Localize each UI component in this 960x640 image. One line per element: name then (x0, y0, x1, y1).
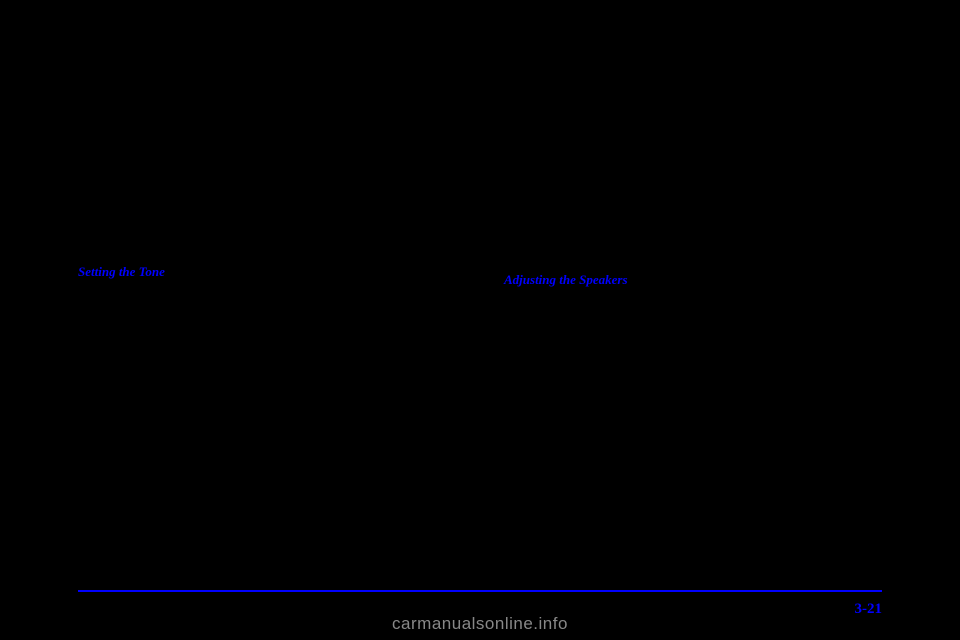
section-heading: Adjusting the Speakers (504, 271, 882, 290)
body-paragraph: To set all tone and speaker controls to … (504, 42, 882, 112)
watermark-text: carmanualsonline.info (0, 614, 960, 634)
body-paragraph: AUDIO: Press and release this button unt… (78, 290, 456, 342)
body-paragraph: RCL: Press this button to switch the dis… (78, 156, 456, 191)
body-paragraph: For RDS, press the RCL button to change … (78, 201, 456, 253)
body-paragraph: AUDIO: Press and release the AUDIO butto… (504, 298, 882, 368)
body-paragraph: AUTO EQ: This feature allows you to choo… (504, 122, 882, 261)
body-paragraph: Press and release the AUDIO button until… (504, 377, 882, 447)
footer-rule (78, 590, 882, 592)
body-paragraph: P.SCAN: Press this button to listen to e… (78, 42, 456, 146)
right-column: To set all tone and speaker controls to … (504, 42, 882, 532)
body-paragraph: Pressing and holding the AUDIO button wh… (78, 352, 456, 387)
body-paragraph: To set the bass and treble to the middle… (78, 397, 456, 467)
two-column-layout: P.SCAN: Press this button to listen to e… (78, 42, 882, 532)
left-column: P.SCAN: Press this button to listen to e… (78, 42, 456, 532)
document-page: P.SCAN: Press this button to listen to e… (0, 0, 960, 640)
section-heading: Setting the Tone (78, 263, 456, 282)
